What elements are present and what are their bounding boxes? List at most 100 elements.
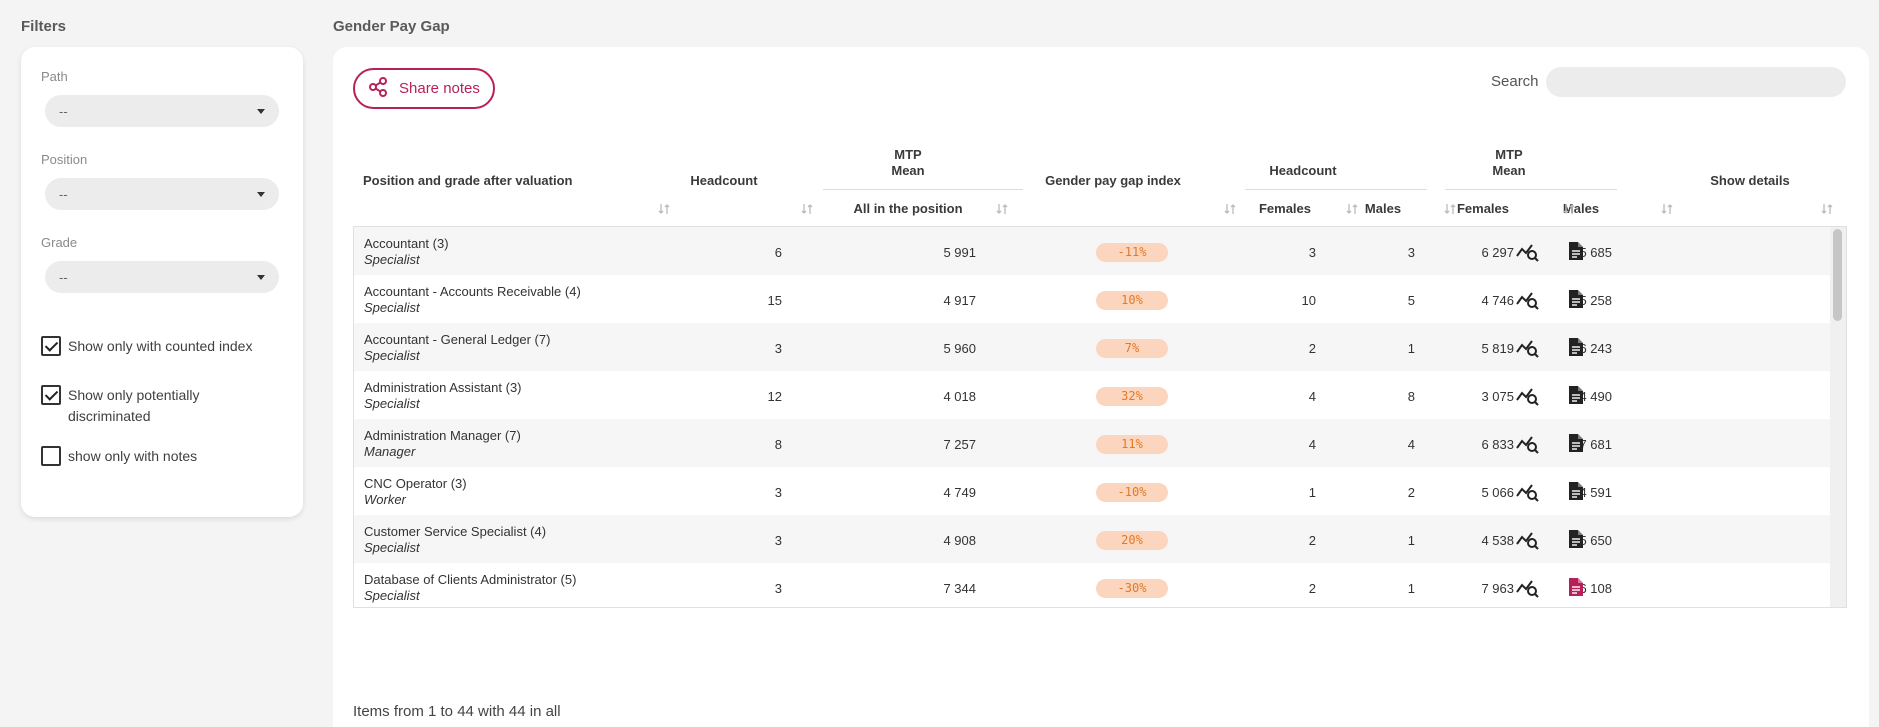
- caret-down-icon: [257, 192, 265, 197]
- headcount-value: 3: [774, 581, 782, 596]
- mtp-all-value: 5 991: [943, 245, 976, 260]
- headcount-males-value: 5: [1407, 293, 1415, 308]
- share-notes-label: Share notes: [399, 80, 480, 97]
- headcount-females-value: 3: [1308, 245, 1316, 260]
- table-row: Database of Clients Administrator (5) Spe…: [354, 563, 1831, 607]
- chart-search-icon[interactable]: [1516, 385, 1540, 412]
- note-file-icon[interactable]: [1567, 433, 1585, 458]
- note-file-icon[interactable]: [1567, 241, 1585, 266]
- headcount-value: 15: [767, 293, 782, 308]
- sort-arrows-icon[interactable]: [1346, 203, 1358, 215]
- col-header-gap-index: Gender pay gap index: [1045, 173, 1181, 188]
- headcount-females-value: 2: [1308, 533, 1316, 548]
- gap-index-badge: 10%: [1096, 291, 1168, 310]
- col-header-position: Position and grade after valuation: [363, 173, 573, 188]
- position-grade: Specialist: [364, 348, 420, 363]
- header-divider: [1245, 189, 1427, 190]
- col-header-all-in-position: All in the position: [853, 201, 963, 216]
- checkbox-notes[interactable]: [41, 446, 61, 466]
- table-row: Administration Assistant (3) Specialist 12…: [354, 371, 1831, 419]
- note-file-icon[interactable]: [1567, 289, 1585, 314]
- scrollbar-thumb[interactable]: [1833, 229, 1842, 321]
- grade-select-value: --: [59, 270, 68, 285]
- col-header-show-details: Show details: [1710, 173, 1790, 188]
- col-header-males: Males: [1364, 201, 1402, 216]
- sort-arrows-icon[interactable]: [658, 203, 670, 215]
- chart-search-icon[interactable]: [1516, 289, 1540, 316]
- chart-search-icon[interactable]: [1516, 241, 1540, 268]
- mtp-females-value: 6 297: [1481, 245, 1514, 260]
- position-name: Accountant - General Ledger (7): [364, 332, 551, 347]
- table-row: Accountant - Accounts Receivable (4) Spec…: [354, 275, 1831, 323]
- chart-search-icon[interactable]: [1516, 577, 1540, 604]
- chart-search-icon[interactable]: [1516, 481, 1540, 508]
- vertical-scrollbar[interactable]: [1830, 227, 1846, 607]
- mtp-females-value: 7 963: [1481, 581, 1514, 596]
- checkbox-discriminated[interactable]: [41, 385, 61, 405]
- chart-search-icon[interactable]: [1516, 337, 1540, 364]
- sort-arrows-icon[interactable]: [1661, 203, 1673, 215]
- gap-index-badge: -11%: [1096, 243, 1168, 262]
- note-file-icon[interactable]: [1567, 577, 1585, 602]
- col-header-mtp-mean: MTP Mean: [891, 147, 925, 178]
- headcount-females-value: 4: [1308, 437, 1316, 452]
- checkbox-notes-row[interactable]: show only with notes: [41, 446, 278, 467]
- note-file-icon[interactable]: [1567, 337, 1585, 362]
- position-name: Administration Assistant (3): [364, 380, 522, 395]
- mtp-males-value: 5 650: [1579, 533, 1612, 548]
- mtp-males-value: 5 685: [1579, 245, 1612, 260]
- position-select-value: --: [59, 187, 68, 202]
- sort-arrows-icon[interactable]: [1563, 203, 1575, 215]
- headcount-males-value: 4: [1407, 437, 1415, 452]
- position-name: Accountant (3): [364, 236, 449, 251]
- sort-arrows-icon[interactable]: [996, 203, 1008, 215]
- col-header-mtp-mean-group: MTP Mean: [1492, 147, 1526, 178]
- note-file-icon[interactable]: [1567, 385, 1585, 410]
- mtp-females-value: 5 819: [1481, 341, 1514, 356]
- caret-down-icon: [257, 109, 265, 114]
- note-file-icon[interactable]: [1567, 529, 1585, 554]
- headcount-value: 3: [774, 485, 782, 500]
- search-input[interactable]: [1546, 67, 1846, 97]
- note-file-icon[interactable]: [1567, 481, 1585, 506]
- chart-search-icon[interactable]: [1516, 529, 1540, 556]
- filters-panel: Path -- Position -- Grade -- Show only w…: [21, 47, 303, 517]
- mtp-males-value: 4 490: [1579, 389, 1612, 404]
- position-grade: Manager: [364, 444, 416, 459]
- position-select[interactable]: --: [45, 178, 279, 210]
- share-notes-button[interactable]: Share notes: [353, 68, 495, 109]
- chart-search-icon[interactable]: [1516, 433, 1540, 460]
- table-row: Administration Manager (7) Manager 8 7 257 1…: [354, 419, 1831, 467]
- gap-index-badge: 32%: [1096, 387, 1168, 406]
- checkbox-counted-index-row[interactable]: Show only with counted index: [41, 336, 278, 357]
- mtp-females-value: 3 075: [1481, 389, 1514, 404]
- position-grade: Specialist: [364, 300, 420, 315]
- mtp-all-value: 7 257: [943, 437, 976, 452]
- pagination-summary: Items from 1 to 44 with 44 in all: [353, 703, 561, 720]
- grade-select[interactable]: --: [45, 261, 279, 293]
- headcount-males-value: 3: [1407, 245, 1415, 260]
- position-label: Position: [41, 152, 88, 167]
- sort-arrows-icon[interactable]: [1224, 203, 1236, 215]
- sort-arrows-icon[interactable]: [1821, 203, 1833, 215]
- headcount-males-value: 8: [1407, 389, 1415, 404]
- headcount-males-value: 1: [1407, 341, 1415, 356]
- position-grade: Specialist: [364, 588, 420, 603]
- mtp-females-value: 4 746: [1481, 293, 1514, 308]
- page-title: Gender Pay Gap: [333, 18, 450, 35]
- path-label: Path: [41, 69, 68, 84]
- headcount-females-value: 4: [1308, 389, 1316, 404]
- path-select-value: --: [59, 104, 68, 119]
- position-name: Accountant - Accounts Receivable (4): [364, 284, 581, 299]
- headcount-value: 3: [774, 533, 782, 548]
- position-name: Database of Clients Administrator (5): [364, 572, 577, 587]
- checkbox-counted-index[interactable]: [41, 336, 61, 356]
- sort-arrows-icon[interactable]: [1444, 203, 1456, 215]
- header-divider: [1445, 189, 1617, 190]
- checkbox-notes-label: show only with notes: [68, 448, 198, 464]
- caret-down-icon: [257, 275, 265, 280]
- headcount-males-value: 2: [1407, 485, 1415, 500]
- checkbox-discriminated-row[interactable]: Show only potentially discriminated: [41, 385, 278, 427]
- sort-arrows-icon[interactable]: [801, 203, 813, 215]
- path-select[interactable]: --: [45, 95, 279, 127]
